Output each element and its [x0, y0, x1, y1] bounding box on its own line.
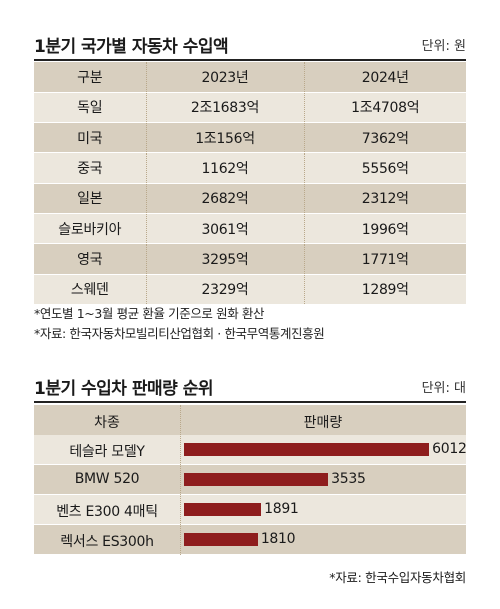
sales-bar — [184, 533, 258, 546]
import-source-note: *자료: 한국자동차모빌리티산업협회 · 한국무역통계진흥원 — [34, 326, 325, 341]
header-2024: 2024년 — [303, 62, 466, 93]
table-row: 영국 3295억 1771억 — [34, 243, 466, 275]
row-2024-value: 5556억 — [303, 152, 466, 184]
table-header-row: 구분 2023년 2024년 — [34, 62, 466, 93]
bar-value-label: 6012 — [432, 441, 467, 457]
table-row: 미국 1조156억 7362억 — [34, 122, 466, 153]
chart-row: 벤츠 E300 4매틱 1891 — [34, 495, 466, 524]
chart-header-category: 차종 — [94, 415, 120, 431]
table-row: 일본 2682억 2312억 — [34, 183, 466, 214]
row-2023-value: 1162억 — [145, 152, 304, 184]
sales-bar — [184, 473, 329, 486]
chart-row: 테슬라 모델Y 6012 — [34, 435, 467, 464]
row-2023-value: 2329억 — [145, 274, 304, 305]
row-2023-value: 3061억 — [145, 213, 304, 244]
import-table-rule — [34, 59, 466, 61]
row-2024-value: 7362억 — [303, 122, 466, 153]
chart-row: 렉서스 ES300h 1810 — [34, 525, 466, 554]
row-2023-value: 1조156억 — [145, 122, 304, 153]
sales-chart-rule — [34, 401, 466, 403]
bar-value-label: 1891 — [264, 501, 299, 517]
chart-divider — [180, 405, 181, 555]
bar-value-label: 3535 — [331, 471, 366, 487]
header-2023: 2023년 — [145, 62, 304, 93]
table-row: 독일 2조1683억 1조4708억 — [34, 92, 466, 123]
row-2023-value: 2조1683억 — [145, 92, 304, 123]
bar-category-label: BMW 520 — [74, 471, 140, 487]
import-table-title: 1분기 국가별 자동차 수입액 — [34, 37, 229, 57]
row-country: 영국 — [77, 251, 103, 268]
row-2024-value: 1771억 — [303, 243, 466, 275]
chart-header-value: 판매량 — [303, 415, 343, 431]
bar-category-label: 렉서스 ES300h — [60, 534, 154, 550]
row-country: 독일 — [77, 100, 103, 117]
table-row: 슬로바키아 3061억 1996억 — [34, 213, 466, 244]
row-country: 스웨덴 — [70, 282, 109, 299]
row-country: 미국 — [77, 130, 103, 147]
row-2024-value: 2312억 — [303, 183, 466, 214]
row-2024-value: 1조4708억 — [303, 92, 466, 123]
row-country: 일본 — [77, 191, 103, 208]
sales-source-note: *자료: 한국수입자동차협회 — [329, 570, 466, 585]
row-country: 슬로바키아 — [58, 221, 122, 238]
bar-category-label: 벤츠 E300 4매틱 — [56, 504, 158, 520]
chart-header-row: 차종 판매량 — [34, 405, 466, 435]
sales-bar-chart: 차종 판매량 테슬라 모델Y 6012 BMW 520 3535 벤츠 E300 4매틱… — [34, 405, 467, 555]
table-row: 스웨덴 2329억 1289억 — [34, 274, 466, 305]
bar-value-label: 1810 — [260, 531, 296, 547]
table-row: 중국 1162억 5556억 — [34, 152, 466, 184]
row-2023-value: 3295억 — [145, 243, 304, 275]
header-category: 구분 — [77, 69, 103, 86]
sales-chart-header: 1분기 수입차 판매량 순위 단위: 대 — [34, 374, 466, 399]
row-2023-value: 2682억 — [145, 183, 304, 214]
import-table-header: 1분기 국가별 자동차 수입액 단위: 원 — [34, 32, 466, 57]
bar-category-label: 테슬라 모델Y — [69, 444, 145, 460]
sales-bar — [184, 503, 262, 516]
row-country: 중국 — [77, 161, 103, 178]
sales-chart-unit: 단위: 대 — [421, 381, 466, 396]
chart-row: BMW 520 3535 — [34, 465, 466, 494]
sales-chart-title: 1분기 수입차 판매량 순위 — [34, 379, 213, 399]
exchange-rate-note: *연도별 1~3월 평균 환율 기준으로 원화 환산 — [34, 306, 265, 321]
sales-bar — [184, 443, 430, 456]
import-table-unit: 단위: 원 — [421, 39, 466, 54]
row-2024-value: 1289억 — [303, 274, 466, 305]
row-2024-value: 1996억 — [303, 213, 466, 244]
